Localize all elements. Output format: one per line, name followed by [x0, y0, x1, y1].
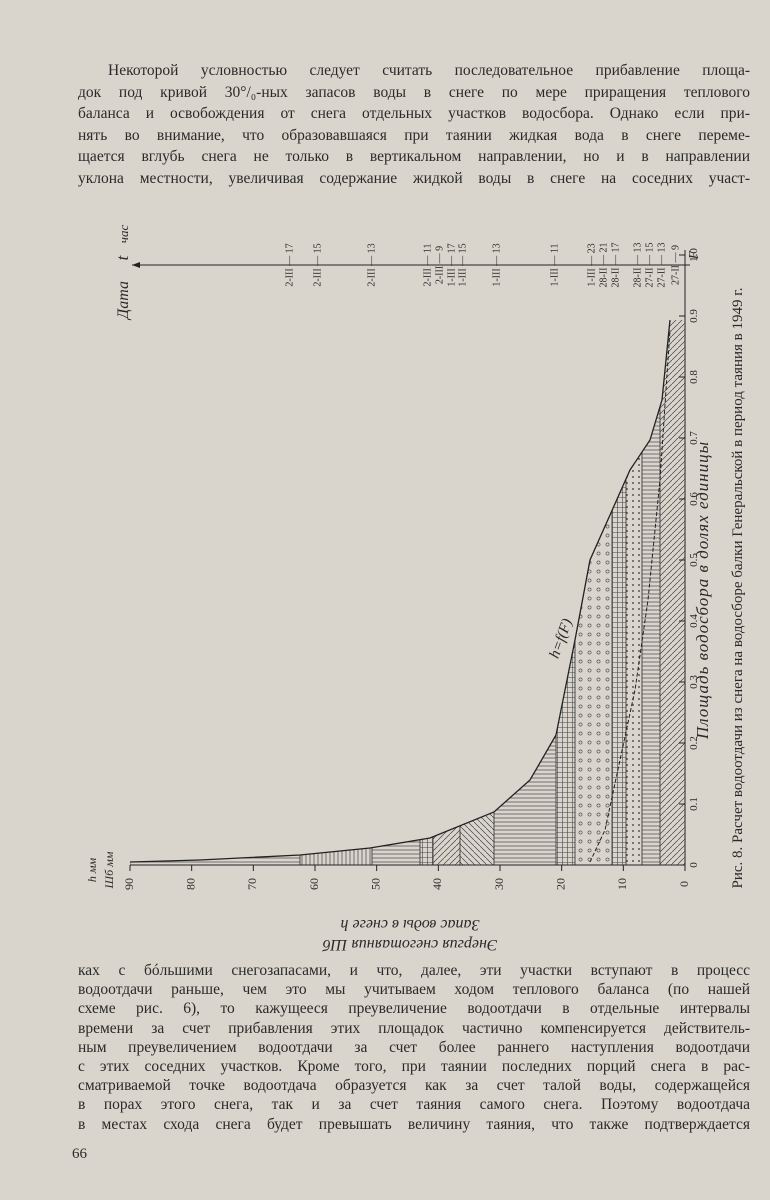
area-tick-label: 0.1: [688, 797, 700, 811]
area-tick-label: 0.4: [688, 614, 700, 628]
date-label: 1-III — 11: [549, 244, 560, 287]
area-tick-label: 0.5: [688, 553, 700, 567]
value-tick-label: 90: [122, 878, 136, 890]
value-tick-label: 60: [307, 878, 321, 890]
date-label: 2-III — 13: [366, 243, 377, 286]
hatch-band: [574, 320, 613, 865]
text-line: щается вглубь снега не только в вертикал…: [78, 148, 750, 165]
date-axis-label: Дата: [115, 281, 132, 321]
date-label: 27-II — 9: [670, 245, 681, 285]
date-label: 1-III — 13: [491, 243, 502, 286]
text-line: в местах схода снега будет превышать вел…: [78, 1115, 750, 1133]
hatch-band: [459, 320, 495, 865]
time-unit: час: [116, 225, 131, 244]
date-label: 27-II — 13: [656, 243, 667, 288]
curve: [129, 319, 671, 863]
text-line: ках с бóльшими снегозапасами, и что, дал…: [78, 962, 750, 979]
text-line: уклона местности, увеличивая содержание …: [78, 169, 750, 187]
value-tick-label: 50: [368, 878, 382, 890]
hatch-band: [555, 320, 576, 865]
inner-curve: [589, 329, 671, 863]
hatch-band: [371, 320, 421, 865]
time-symbol: t: [113, 254, 132, 260]
hatch-band: [299, 320, 373, 865]
area-tick-label: 0: [688, 862, 700, 868]
value-tick-label: 20: [553, 878, 567, 890]
hatch-band: [611, 320, 627, 865]
date-label: 1-III — 17: [446, 243, 457, 286]
date-label: 1-III — 23: [586, 243, 597, 286]
value-tick-label: 80: [183, 878, 197, 890]
date-arrow: [132, 262, 140, 268]
text-line: с этих соседних участков. Кроме того, пр…: [78, 1058, 750, 1075]
text-line: баланса и освобождения от снега отдельны…: [78, 105, 750, 122]
area-label: Площадь водосбора в долях единицы: [693, 441, 712, 740]
date-label: 2-III — 9: [434, 246, 445, 284]
text-line: в порах этого снега, так и за счет таяни…: [78, 1096, 750, 1114]
date-label: 2-III — 15: [312, 243, 323, 286]
value-tick-label: 10: [615, 878, 629, 890]
hatch-band: [419, 320, 434, 865]
date-label: 28-II — 21: [598, 243, 609, 288]
figure-caption: Рис. 8. Расчет водоотдачи из снега на во…: [730, 288, 746, 889]
area-tick-label: 0.6: [688, 492, 700, 506]
value-label: Энергия снеготаяния Шб: [322, 936, 498, 953]
value-tick-label: 70: [245, 878, 259, 890]
text-line: водоотдачи раньше, чем это мы учитываем …: [78, 981, 750, 999]
date-label: 2-III — 17: [284, 243, 295, 286]
date-label: 2-III — 11: [422, 244, 433, 287]
value-tick-label: 40: [430, 878, 444, 890]
hatched-areas: [130, 320, 685, 865]
value-label: Запас воды в снеге h: [341, 916, 480, 933]
date-label: 27-II — 15: [644, 243, 655, 288]
date-label: 28-II — 17: [610, 243, 621, 288]
hatch-band: [493, 320, 557, 865]
date-label: 28-II — 13: [632, 243, 643, 288]
text-line: Некоторой условностью следует считать по…: [108, 62, 750, 79]
hatch-band: [432, 320, 461, 865]
text-line: нять во внимание, что образовавшаяся при…: [78, 126, 750, 144]
area-symbol: F: [687, 250, 702, 260]
figure: Дата t час h мм Шб мм Площадь водосбора …: [85, 225, 746, 953]
value-unit: h мм: [85, 858, 99, 883]
text-line: ным преувеличением водоотдачи за счет бо…: [78, 1038, 750, 1056]
hatch-band: [130, 320, 301, 865]
date-label: 1-III — 15: [457, 243, 468, 286]
value-tick-label: 30: [492, 878, 506, 890]
text-line: времени за счет прибавления этих площадо…: [78, 1019, 750, 1037]
area-tick-label: 1.0: [688, 248, 700, 262]
area-tick-label: 0.8: [688, 370, 700, 384]
hatch-band: [625, 320, 643, 865]
area-tick-label: 0.9: [688, 309, 700, 323]
area-tick-label: 0.2: [688, 736, 700, 750]
text-line: док под кривой 30°/₀-ных запасов воды в …: [78, 83, 750, 101]
text-line: схеме рис. 6), то кажущееся преувеличени…: [78, 1000, 750, 1018]
area-tick-label: 0.7: [688, 431, 700, 445]
text-line: сматриваемой точке водоотдача образуется…: [78, 1077, 750, 1095]
hatch-band: [641, 320, 661, 865]
value-unit: Шб мм: [102, 851, 116, 889]
value-tick-label: 0: [677, 881, 691, 887]
page-number: 66: [72, 1146, 87, 1162]
area-tick-label: 0.3: [688, 675, 700, 689]
curve-label: h=f(F): [547, 617, 576, 661]
